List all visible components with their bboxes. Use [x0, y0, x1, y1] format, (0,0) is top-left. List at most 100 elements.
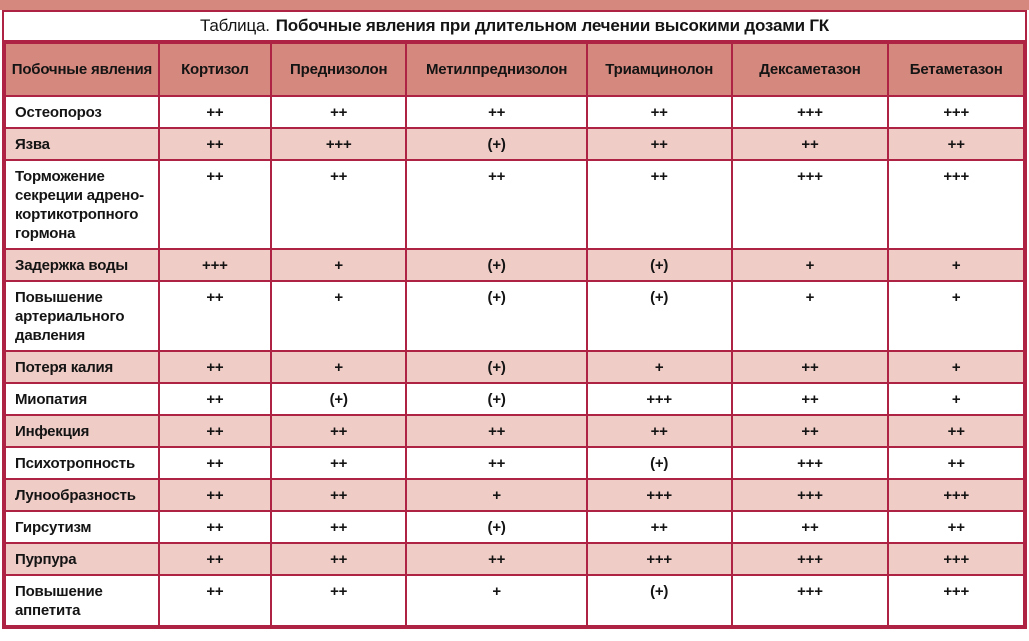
cell-value: ++	[157, 542, 272, 576]
cell-value: +++	[887, 95, 1025, 129]
cell-value: ++	[157, 446, 272, 480]
column-header-methylprednisolone: Метилпреднизолон	[405, 42, 588, 97]
cell-value: ++	[585, 127, 733, 161]
cell-value: (+)	[405, 382, 588, 416]
cell-value: ++	[730, 382, 890, 416]
cell-value: ++	[269, 542, 408, 576]
cell-value: +++	[887, 574, 1025, 627]
table-title-text: Побочные явления при длительном лечении …	[275, 16, 829, 35]
cell-value: +++	[730, 574, 890, 627]
cell-value: ++	[405, 95, 588, 129]
table-row: Задержка воды +++ + (+) (+) + +	[4, 248, 1025, 282]
cell-value: ++	[887, 127, 1025, 161]
top-strip	[0, 0, 1029, 10]
row-label: Задержка воды	[4, 248, 160, 282]
cell-value: +	[405, 478, 588, 512]
column-header-cortisol: Кортизол	[157, 42, 272, 97]
cell-value: +++	[730, 95, 890, 129]
cell-value: (+)	[585, 574, 733, 627]
column-header-triamcinolone: Триамцинолон	[585, 42, 733, 97]
cell-value: ++	[157, 414, 272, 448]
column-header-side-effects: Побочные явления	[4, 42, 160, 97]
cell-value: (+)	[585, 280, 733, 352]
cell-value: +++	[730, 446, 890, 480]
cell-value: ++	[405, 159, 588, 250]
table-row: Пурпура ++ ++ ++ +++ +++ +++	[4, 542, 1025, 576]
cell-value: +	[730, 280, 890, 352]
table-row: Остеопороз ++ ++ ++ ++ +++ +++	[4, 95, 1025, 129]
cell-value: (+)	[405, 127, 588, 161]
cell-value: ++	[730, 350, 890, 384]
cell-value: +++	[730, 478, 890, 512]
cell-value: ++	[157, 127, 272, 161]
cell-value: +	[269, 280, 408, 352]
cell-value: (+)	[405, 350, 588, 384]
row-label: Лунообразность	[4, 478, 160, 512]
cell-value: ++	[269, 414, 408, 448]
cell-value: +++	[585, 542, 733, 576]
cell-value: (+)	[585, 446, 733, 480]
cell-value: ++	[157, 574, 272, 627]
row-label: Повышение артериального давления	[4, 280, 160, 352]
table-title-prefix: Таблица.	[200, 16, 270, 35]
cell-value: ++	[730, 414, 890, 448]
row-label: Потеря калия	[4, 350, 160, 384]
cell-value: +	[887, 248, 1025, 282]
cell-value: +++	[269, 127, 408, 161]
cell-value: +	[887, 350, 1025, 384]
side-effects-table-frame: Таблица. Побочные явления при длительном…	[2, 10, 1027, 629]
table-row: Гирсутизм ++ ++ (+) ++ ++ ++	[4, 510, 1025, 544]
cell-value: +	[887, 280, 1025, 352]
cell-value: ++	[269, 574, 408, 627]
cell-value: (+)	[405, 510, 588, 544]
cell-value: +++	[730, 542, 890, 576]
row-label: Пурпура	[4, 542, 160, 576]
cell-value: ++	[157, 95, 272, 129]
cell-value: +	[585, 350, 733, 384]
cell-value: ++	[585, 159, 733, 250]
row-label: Миопатия	[4, 382, 160, 416]
cell-value: ++	[405, 414, 588, 448]
column-header-prednisolone: Преднизолон	[269, 42, 408, 97]
cell-value: +++	[585, 382, 733, 416]
column-header-betamethasone: Бетаметазон	[887, 42, 1025, 97]
table-row: Торможение секреции адрено-кортикотропно…	[4, 159, 1025, 250]
cell-value: +++	[887, 478, 1025, 512]
table-body: Остеопороз ++ ++ ++ ++ +++ +++ Язва ++ +++ (+) ++ ++…	[4, 95, 1025, 627]
cell-value: ++	[887, 446, 1025, 480]
cell-value: ++	[157, 159, 272, 250]
cell-value: ++	[887, 510, 1025, 544]
cell-value: ++	[405, 542, 588, 576]
cell-value: +	[269, 350, 408, 384]
cell-value: +++	[585, 478, 733, 512]
row-label: Язва	[4, 127, 160, 161]
cell-value: ++	[585, 510, 733, 544]
cell-value: (+)	[405, 280, 588, 352]
cell-value: +	[730, 248, 890, 282]
table-row: Психотропность ++ ++ ++ (+) +++ ++	[4, 446, 1025, 480]
cell-value: +++	[157, 248, 272, 282]
cell-value: +++	[730, 159, 890, 250]
cell-value: ++	[269, 446, 408, 480]
cell-value: ++	[157, 478, 272, 512]
cell-value: ++	[157, 510, 272, 544]
cell-value: ++	[887, 414, 1025, 448]
cell-value: (+)	[405, 248, 588, 282]
table-row: Язва ++ +++ (+) ++ ++ ++	[4, 127, 1025, 161]
cell-value: ++	[157, 280, 272, 352]
table-row: Миопатия ++ (+) (+) +++ ++ +	[4, 382, 1025, 416]
cell-value: ++	[269, 478, 408, 512]
cell-value: (+)	[269, 382, 408, 416]
cell-value: ++	[585, 414, 733, 448]
cell-value: ++	[157, 350, 272, 384]
row-label: Торможение секреции адрено-кортикотропно…	[4, 159, 160, 250]
cell-value: ++	[585, 95, 733, 129]
cell-value: ++	[269, 159, 408, 250]
side-effects-table: Побочные явления Кортизол Преднизолон Ме…	[4, 42, 1025, 627]
table-row: Повышение артериального давления ++ + (+) (+…	[4, 280, 1025, 352]
table-row: Инфекция ++ ++ ++ ++ ++ ++	[4, 414, 1025, 448]
table-title: Таблица. Побочные явления при длительном…	[4, 12, 1025, 42]
header-row: Побочные явления Кортизол Преднизолон Ме…	[4, 42, 1025, 97]
row-label: Повышение аппетита	[4, 574, 160, 627]
cell-value: ++	[405, 446, 588, 480]
